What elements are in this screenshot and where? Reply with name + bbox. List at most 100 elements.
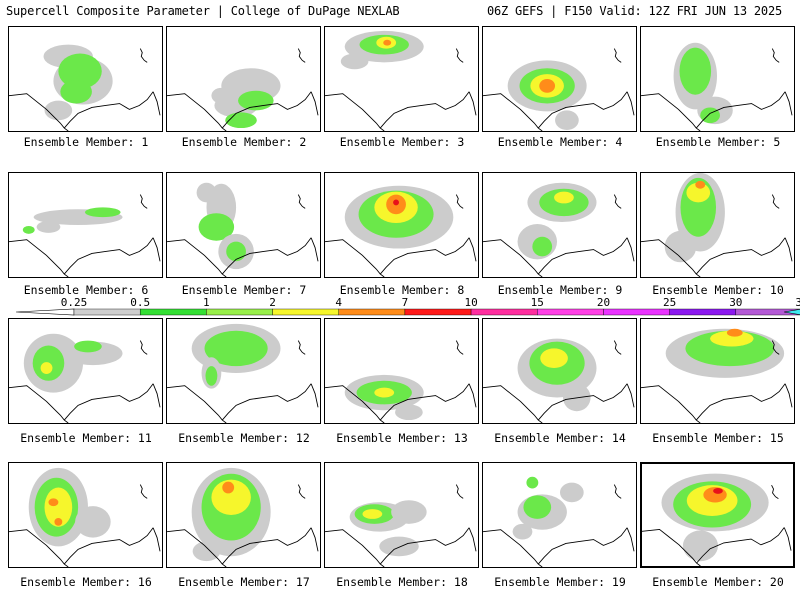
scp-contour-l xyxy=(204,330,268,367)
colorbar-segment xyxy=(206,308,273,316)
scp-contour-g xyxy=(340,53,369,70)
coastline xyxy=(167,91,312,131)
ensemble-map-1 xyxy=(9,44,161,131)
ensemble-member-label: Ensemble Member: 20 xyxy=(652,575,784,589)
coastline-east xyxy=(783,527,792,551)
coastline-east xyxy=(626,91,635,116)
scp-contour-l xyxy=(198,213,235,241)
scp-contour-o xyxy=(539,79,556,93)
coastline xyxy=(9,91,154,131)
ensemble-map-20 xyxy=(642,473,792,566)
scp-contour-g xyxy=(512,523,533,540)
scp-contour-g xyxy=(211,87,232,104)
scp-contour-g xyxy=(664,230,697,263)
coastline-east xyxy=(784,383,793,408)
great-lakes-outline xyxy=(771,340,780,355)
ensemble-panel-6[interactable] xyxy=(8,172,163,278)
ensemble-panel-9[interactable] xyxy=(482,172,637,278)
colorbar-low-arrow xyxy=(15,308,75,316)
coastline-east xyxy=(310,383,319,408)
ensemble-member-label: Ensemble Member: 18 xyxy=(336,575,468,589)
ensemble-map-17 xyxy=(167,467,319,567)
colorbar-segment xyxy=(139,308,207,316)
great-lakes-outline xyxy=(613,194,622,209)
colorbar-high-arrow xyxy=(783,309,800,315)
scp-contour-o xyxy=(48,498,59,507)
colorbar-segment xyxy=(603,308,670,316)
ensemble-member-label: Ensemble Member: 5 xyxy=(655,135,781,149)
scp-contour-y xyxy=(374,387,395,398)
coastline xyxy=(641,91,786,131)
ensemble-panel-18[interactable] xyxy=(324,462,479,568)
great-lakes-outline xyxy=(613,48,622,63)
ensemble-panel-2[interactable] xyxy=(166,26,321,132)
great-lakes-outline xyxy=(771,194,780,209)
ensemble-panel-8[interactable] xyxy=(324,172,479,278)
ensemble-map-10 xyxy=(641,173,793,277)
colorbar-tick-label: 35 xyxy=(795,296,800,309)
ensemble-panel-17[interactable] xyxy=(166,462,321,568)
coastline-east xyxy=(784,91,793,116)
ensemble-panel-11[interactable] xyxy=(8,318,163,424)
ensemble-panel-19[interactable] xyxy=(482,462,637,568)
ensemble-member-label: Ensemble Member: 1 xyxy=(23,135,149,149)
great-lakes-outline xyxy=(613,340,622,355)
ensemble-map-6 xyxy=(9,194,161,277)
ensemble-panel-3[interactable] xyxy=(324,26,479,132)
ensemble-panel-7[interactable] xyxy=(166,172,321,278)
coastline-east xyxy=(152,237,161,262)
ensemble-member-label: Ensemble Member: 10 xyxy=(652,283,784,297)
great-lakes-outline xyxy=(771,484,779,500)
scp-contour-y xyxy=(554,191,574,204)
ensemble-map-5 xyxy=(641,42,793,131)
great-lakes-outline xyxy=(455,340,464,355)
colorbar-tick-label: 30 xyxy=(729,296,743,309)
ensemble-member-label: Ensemble Member: 9 xyxy=(497,283,623,297)
colorbar-segment xyxy=(470,308,538,316)
ensemble-member-label: Ensemble Member: 19 xyxy=(494,575,626,589)
ensemble-panel-13[interactable] xyxy=(324,318,479,424)
coastline xyxy=(483,383,628,423)
great-lakes-outline xyxy=(297,340,306,355)
great-lakes-outline xyxy=(297,484,306,499)
colorbar-segment xyxy=(669,308,737,316)
ensemble-panel-16[interactable] xyxy=(8,462,163,568)
ensemble-member-label: Ensemble Member: 14 xyxy=(494,431,626,445)
colorbar-tick-label: 1 xyxy=(203,296,210,309)
coastline-east xyxy=(468,91,477,116)
ensemble-map-13 xyxy=(325,340,477,423)
ensemble-panel-12[interactable] xyxy=(166,318,321,424)
scp-contour-l xyxy=(526,476,539,489)
ensemble-panel-4[interactable] xyxy=(482,26,637,132)
ensemble-panel-20[interactable] xyxy=(640,462,795,568)
scp-contour-l xyxy=(85,207,121,218)
great-lakes-outline xyxy=(455,48,464,63)
colorbar-tick-label: 0.25 xyxy=(60,296,88,309)
ensemble-panel-10[interactable] xyxy=(640,172,795,278)
ensemble-member-label: Ensemble Member: 3 xyxy=(339,135,465,149)
coastline xyxy=(167,527,312,567)
ensemble-panel-14[interactable] xyxy=(482,318,637,424)
scp-contour-g xyxy=(75,506,111,538)
coastline-east xyxy=(152,527,161,552)
colorbar-segment xyxy=(735,308,800,316)
coastline xyxy=(483,91,628,131)
scp-contour-g xyxy=(196,182,217,203)
coastline xyxy=(325,527,470,567)
header-run-info: 06Z GEFS | F150 Valid: 12Z FRI JUN 13 20… xyxy=(486,4,782,18)
scp-contour-g xyxy=(36,221,61,233)
scp-contour-l xyxy=(58,53,102,89)
ensemble-member-label: Ensemble Member: 7 xyxy=(181,283,307,297)
ensemble-map-9 xyxy=(483,182,635,277)
ensemble-panel-5[interactable] xyxy=(640,26,795,132)
scp-contour-y xyxy=(40,362,53,374)
ensemble-panel-15[interactable] xyxy=(640,318,795,424)
coastline-east xyxy=(626,383,635,408)
ensemble-panel-1[interactable] xyxy=(8,26,163,132)
coastline-east xyxy=(784,237,793,262)
colorbar-tick-label: 25 xyxy=(663,296,677,309)
scp-contour-g xyxy=(44,100,73,121)
header-title: Supercell Composite Parameter | College … xyxy=(6,4,400,18)
scp-contour-y xyxy=(710,330,754,347)
great-lakes-outline xyxy=(613,484,622,499)
